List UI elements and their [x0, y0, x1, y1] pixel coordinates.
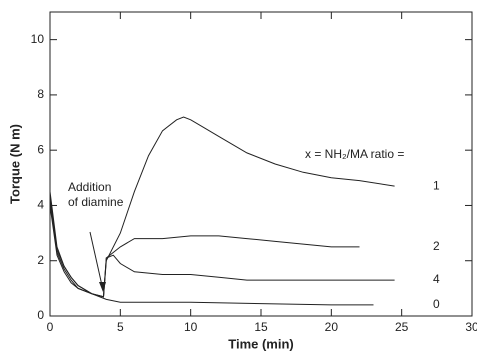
- y-tick-label: 6: [37, 142, 44, 156]
- series-label: 0: [433, 297, 440, 311]
- annotation: of diamine: [68, 195, 124, 209]
- x-tick-label: 20: [325, 320, 339, 334]
- series-line: [49, 199, 395, 298]
- annotation: x = NH₂/MA ratio =: [305, 147, 404, 161]
- x-axis-title: Time (min): [228, 336, 294, 351]
- annotation: Addition: [68, 180, 111, 194]
- x-tick-label: 10: [184, 320, 198, 334]
- y-tick-label: 8: [37, 87, 44, 101]
- plot-frame: [49, 11, 473, 317]
- series-label: 2: [433, 239, 440, 253]
- y-tick-label: 4: [37, 198, 44, 212]
- series-label: 4: [433, 272, 440, 286]
- x-tick-label: 15: [254, 320, 268, 334]
- arrow: [89, 231, 104, 291]
- series-label: 1: [433, 178, 440, 192]
- y-tick-label: 2: [37, 253, 44, 267]
- x-tick-label: 25: [395, 320, 409, 334]
- y-tick-label: 10: [31, 32, 45, 46]
- series-line: [49, 205, 374, 306]
- x-tick-label: 5: [117, 320, 124, 334]
- x-tick-label: 30: [465, 320, 477, 334]
- x-tick-label: 0: [47, 320, 54, 334]
- series-line: [49, 197, 360, 298]
- y-axis-title: Torque (N m): [7, 124, 22, 204]
- y-tick-label: 0: [37, 308, 44, 322]
